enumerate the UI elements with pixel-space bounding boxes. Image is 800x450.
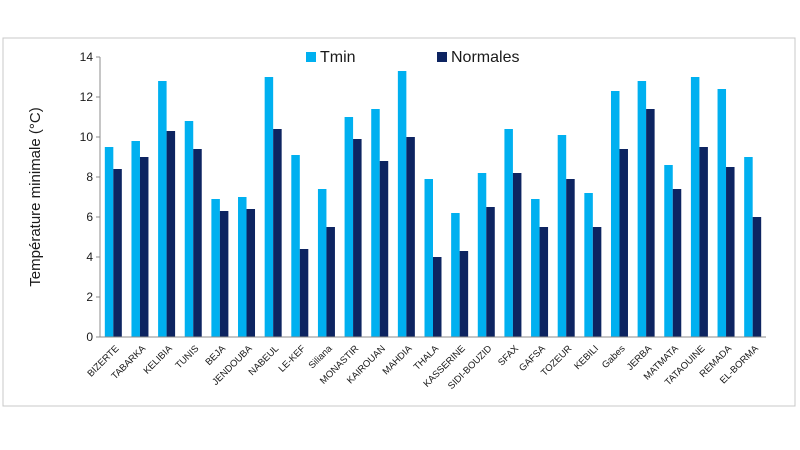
bar-normales-kelibia xyxy=(166,131,176,337)
bar-normales-tunis xyxy=(193,149,202,337)
bar-tmin-beja xyxy=(211,199,220,337)
bar-tmin-jerba xyxy=(637,81,647,337)
bar-tmin-jendouba xyxy=(238,197,247,337)
bar-tmin-tabarka xyxy=(131,141,140,337)
bar-normales-el-borma xyxy=(752,217,762,337)
y-tick-label: 2 xyxy=(86,290,93,304)
y-tick-label: 0 xyxy=(86,330,93,344)
bar-normales-bizerte xyxy=(113,169,122,337)
bar-tmin-remada xyxy=(717,89,727,337)
bar-normales-monastir xyxy=(353,139,362,337)
bar-tmin-kebili xyxy=(584,193,593,337)
bar-normales-kairouan xyxy=(379,161,389,337)
bar-normales-jerba xyxy=(646,109,655,337)
bar-normales-kasserine xyxy=(459,251,469,337)
bar-normales-jendouba xyxy=(246,209,256,337)
bar-tmin-gabes xyxy=(610,91,620,337)
y-tick-label: 12 xyxy=(80,90,94,104)
bars xyxy=(104,71,762,337)
legend-swatch-tmin xyxy=(306,52,316,62)
bar-tmin-kasserine xyxy=(451,213,460,337)
legend-label-tmin: Tmin xyxy=(320,49,356,66)
bar-tmin-nabeul xyxy=(264,77,274,337)
bar-normales-sfax xyxy=(512,173,522,337)
y-tick-label: 6 xyxy=(86,210,93,224)
y-tick-label: 8 xyxy=(86,170,93,184)
bar-normales-thala xyxy=(433,257,442,337)
bar-normales-matmata xyxy=(672,189,682,337)
bar-tmin-sfax xyxy=(504,129,513,337)
bar-normales-le-kef xyxy=(299,249,309,337)
bar-normales-nabeul xyxy=(273,129,282,337)
bar-normales-beja xyxy=(219,211,229,337)
bar-normales-siliana xyxy=(326,227,335,337)
bar-tmin-thala xyxy=(424,179,433,337)
bar-tmin-monastir xyxy=(344,117,354,337)
bar-tmin-siliana xyxy=(317,189,327,337)
bar-tmin-tunis xyxy=(184,121,194,337)
bar-normales-gabes xyxy=(619,149,628,337)
bar-tmin-mahdia xyxy=(397,71,407,337)
bar-tmin-tataouine xyxy=(690,77,700,337)
bar-tmin-bizerte xyxy=(104,147,114,337)
bar-tmin-tozeur xyxy=(557,135,567,337)
bar-tmin-kelibia xyxy=(158,81,167,337)
bar-normales-gafsa xyxy=(539,227,549,337)
bar-normales-remada xyxy=(726,167,735,337)
bar-tmin-el-borma xyxy=(744,157,753,337)
bar-normales-sidi-bouzid xyxy=(486,207,495,337)
bar-tmin-sidi-bouzid xyxy=(477,173,487,337)
legend-label-normales: Normales xyxy=(451,49,519,66)
bar-normales-mahdia xyxy=(406,137,415,337)
bar-normales-tozeur xyxy=(566,179,575,337)
legend-swatch-normales xyxy=(437,52,447,62)
bar-tmin-gafsa xyxy=(531,199,540,337)
bar-normales-tabarka xyxy=(139,157,149,337)
y-axis: 0 2 4 6 8 10 12 14 xyxy=(80,50,101,344)
y-tick-label: 4 xyxy=(86,250,93,264)
y-tick-label: 14 xyxy=(80,50,94,64)
bar-tmin-le-kef xyxy=(291,155,300,337)
bar-normales-kebili xyxy=(592,227,602,337)
y-tick-label: 10 xyxy=(80,130,94,144)
legend: Tmin Normales xyxy=(306,49,519,66)
bar-normales-tataouine xyxy=(699,147,708,337)
y-axis-title: Température minimale (°C) xyxy=(27,107,44,286)
bar-tmin-matmata xyxy=(664,165,673,337)
bar-tmin-kairouan xyxy=(371,109,380,337)
